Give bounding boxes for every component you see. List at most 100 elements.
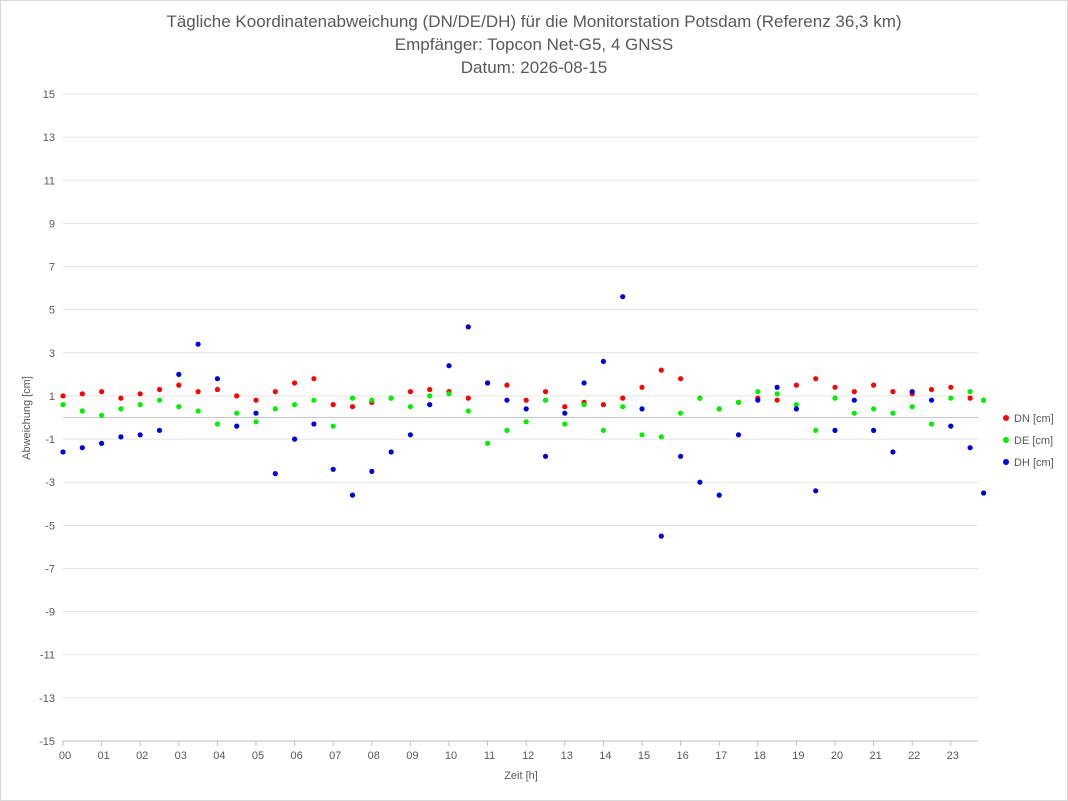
x-tick-label: 12 bbox=[522, 750, 534, 762]
point-de bbox=[99, 412, 105, 418]
point-de bbox=[195, 408, 201, 414]
point-dh bbox=[446, 363, 452, 369]
point-dn bbox=[813, 376, 819, 382]
point-de bbox=[542, 397, 549, 403]
point-dh bbox=[214, 376, 220, 382]
point-dh bbox=[99, 440, 105, 446]
point-dh bbox=[292, 436, 298, 442]
point-de bbox=[735, 399, 742, 405]
x-tick-label: 10 bbox=[445, 750, 457, 762]
x-tick-label: 18 bbox=[754, 750, 766, 762]
point-dh bbox=[562, 410, 568, 416]
point-de bbox=[156, 397, 163, 403]
x-tick-label: 05 bbox=[252, 750, 264, 762]
point-dn bbox=[137, 391, 143, 397]
point-dn bbox=[871, 382, 877, 388]
point-dh bbox=[928, 397, 935, 403]
point-dn bbox=[214, 386, 220, 393]
point-de bbox=[793, 402, 800, 408]
data-points bbox=[60, 294, 987, 539]
point-de bbox=[562, 421, 568, 427]
point-dn bbox=[793, 382, 800, 388]
point-dh bbox=[427, 402, 433, 408]
point-de bbox=[504, 427, 510, 433]
point-dn bbox=[928, 386, 935, 393]
point-dn bbox=[330, 402, 336, 408]
point-de bbox=[851, 410, 857, 416]
point-dn bbox=[292, 380, 298, 386]
point-dh bbox=[755, 397, 761, 403]
x-tick-label: 15 bbox=[638, 750, 650, 762]
point-dn bbox=[272, 389, 278, 395]
point-dh bbox=[581, 380, 587, 386]
point-de bbox=[349, 395, 356, 401]
point-de bbox=[485, 440, 491, 446]
point-dn bbox=[639, 384, 645, 390]
y-tick-label: -11 bbox=[40, 650, 55, 662]
point-de bbox=[407, 404, 413, 410]
point-dh bbox=[658, 533, 664, 539]
point-dh bbox=[253, 410, 259, 416]
legend-marker bbox=[1003, 437, 1009, 443]
point-dn bbox=[890, 389, 896, 395]
point-de bbox=[620, 404, 626, 410]
point-dh bbox=[60, 449, 66, 455]
y-tick-label: 7 bbox=[49, 262, 55, 274]
x-tick-label: 14 bbox=[599, 750, 611, 762]
x-axis-title: Zeit [h] bbox=[504, 770, 538, 782]
point-dn bbox=[234, 393, 240, 399]
y-tick-label: -5 bbox=[45, 520, 55, 532]
point-de bbox=[581, 402, 587, 408]
point-dn bbox=[542, 389, 549, 395]
x-tick-label: 21 bbox=[869, 750, 881, 762]
x-tick-label: 07 bbox=[329, 750, 341, 762]
point-dh bbox=[465, 324, 471, 330]
y-tick-label: -13 bbox=[39, 693, 55, 705]
x-tick-label: 06 bbox=[290, 750, 302, 762]
y-tick-label: 5 bbox=[49, 305, 55, 317]
point-dn bbox=[195, 389, 201, 395]
point-dn bbox=[600, 402, 607, 408]
point-dh bbox=[600, 358, 607, 364]
x-tick-label: 08 bbox=[368, 750, 380, 762]
y-tick-label: -15 bbox=[39, 736, 55, 748]
point-dn bbox=[562, 404, 568, 410]
point-dh bbox=[967, 445, 973, 451]
legend-label: DH [cm] bbox=[1014, 457, 1054, 469]
point-dn bbox=[967, 395, 973, 401]
point-dh bbox=[349, 492, 356, 498]
point-dh bbox=[793, 406, 800, 412]
chart-subtitle-date: Datum: 2026-08-15 bbox=[460, 58, 608, 77]
point-de bbox=[118, 406, 124, 412]
point-dn bbox=[349, 404, 356, 410]
x-tick-label: 13 bbox=[561, 750, 573, 762]
point-dh bbox=[176, 371, 182, 377]
point-de bbox=[774, 391, 780, 397]
point-de bbox=[755, 389, 761, 395]
point-de bbox=[928, 421, 935, 427]
point-dh bbox=[735, 432, 742, 438]
y-tick-label: 9 bbox=[49, 218, 55, 230]
y-tick-label: -9 bbox=[45, 607, 55, 619]
point-dh bbox=[137, 432, 143, 438]
point-dh bbox=[813, 488, 819, 494]
point-de bbox=[292, 402, 298, 408]
point-de bbox=[523, 419, 529, 425]
point-dn bbox=[504, 382, 510, 388]
point-dh bbox=[620, 294, 626, 300]
point-de bbox=[465, 408, 471, 414]
x-tick-label: 01 bbox=[97, 750, 109, 762]
point-de bbox=[176, 404, 182, 410]
point-de bbox=[871, 406, 877, 412]
point-de bbox=[214, 421, 220, 427]
legend-label: DE [cm] bbox=[1014, 435, 1053, 447]
point-dh bbox=[981, 490, 987, 496]
point-dh bbox=[369, 468, 375, 474]
point-dn bbox=[79, 391, 85, 397]
point-dn bbox=[156, 386, 163, 393]
point-de bbox=[890, 410, 896, 416]
point-dh bbox=[195, 341, 201, 347]
point-dh bbox=[542, 453, 549, 459]
point-dn bbox=[176, 382, 182, 388]
